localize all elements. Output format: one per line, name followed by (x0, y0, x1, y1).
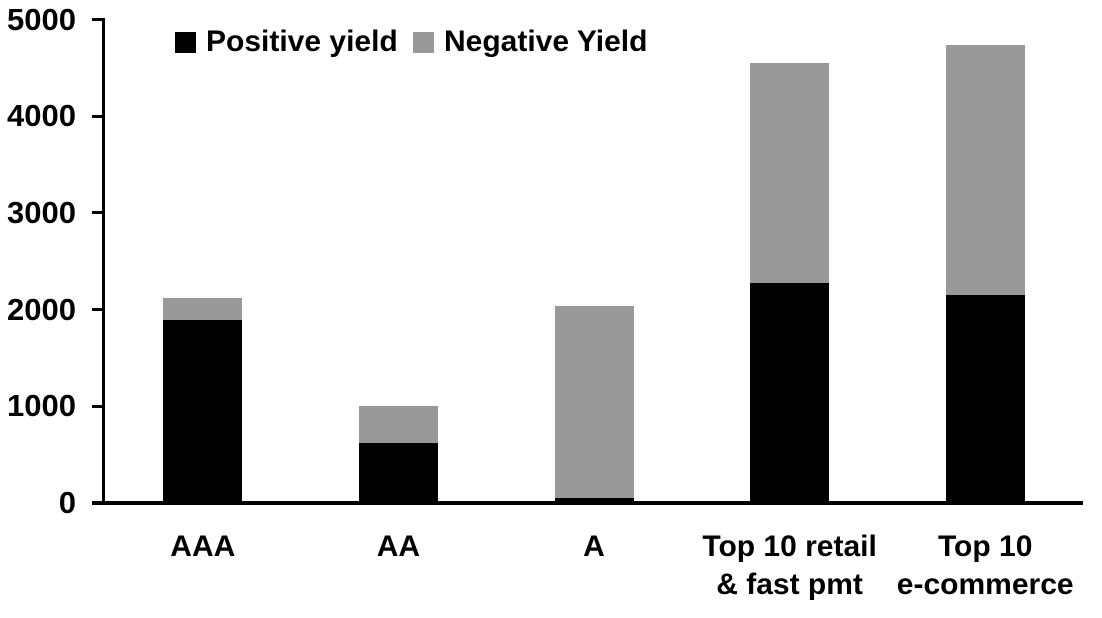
bar-segment-positive-3 (554, 498, 634, 503)
x-axis-category-label-line: e-commerce (896, 568, 1074, 601)
bar-segment-negative-5 (945, 44, 1025, 296)
bar-segment-positive-5 (945, 295, 1025, 503)
y-axis-tick (92, 211, 105, 215)
y-axis-tick (92, 404, 105, 408)
legend-swatch-negative (413, 31, 434, 53)
y-axis-tick (92, 308, 105, 312)
x-axis-category-label: A (464, 528, 724, 566)
y-axis-tick (92, 114, 105, 118)
x-axis-line (92, 501, 1083, 505)
y-axis-tick-label: 4000 (7, 98, 76, 134)
legend-item-negative-yield: Negative Yield (413, 27, 647, 57)
legend-label-negative: Negative Yield (444, 25, 648, 58)
x-axis-category-label-line: Top 10 (937, 530, 1033, 563)
x-axis-category-label-line: & fast pmt (716, 568, 863, 601)
legend-swatch-positive (175, 31, 196, 53)
x-axis-category-label-line: Top 10 retail (702, 530, 877, 563)
y-axis-tick-label: 5000 (7, 1, 76, 37)
x-axis-category-label-line: AAA (170, 530, 236, 563)
y-axis-tick-label: 2000 (7, 291, 76, 327)
x-axis-category-label: Top 10 retail & fast pmt (660, 528, 920, 604)
x-axis-category-label: AA (268, 528, 528, 566)
bar-segment-positive-4 (750, 282, 830, 503)
y-axis-tick (92, 18, 105, 21)
x-axis-category-label-line: A (583, 530, 605, 563)
x-axis-category-label: AAA (73, 528, 333, 566)
chart-legend: Positive yield Negative Yield (0, 0, 1102, 70)
bar-segment-negative-4 (750, 63, 830, 283)
y-axis-line (101, 18, 105, 505)
y-axis-tick-label: 0 (58, 485, 76, 520)
bar-segment-negative-2 (358, 406, 438, 444)
legend-item-positive-yield: Positive yield (175, 27, 398, 57)
legend-label-positive: Positive yield (206, 25, 398, 58)
bar-segment-positive-2 (358, 443, 438, 503)
bar-segment-positive-1 (163, 320, 243, 503)
y-axis-tick-label: 3000 (7, 194, 76, 230)
bar-segment-negative-1 (163, 297, 243, 321)
x-axis-category-label-line: AA (376, 530, 421, 563)
bar-segment-negative-3 (554, 305, 634, 499)
x-axis-category-label: Top 10 e-commerce (855, 528, 1102, 604)
y-axis-tick-label: 1000 (7, 388, 76, 424)
